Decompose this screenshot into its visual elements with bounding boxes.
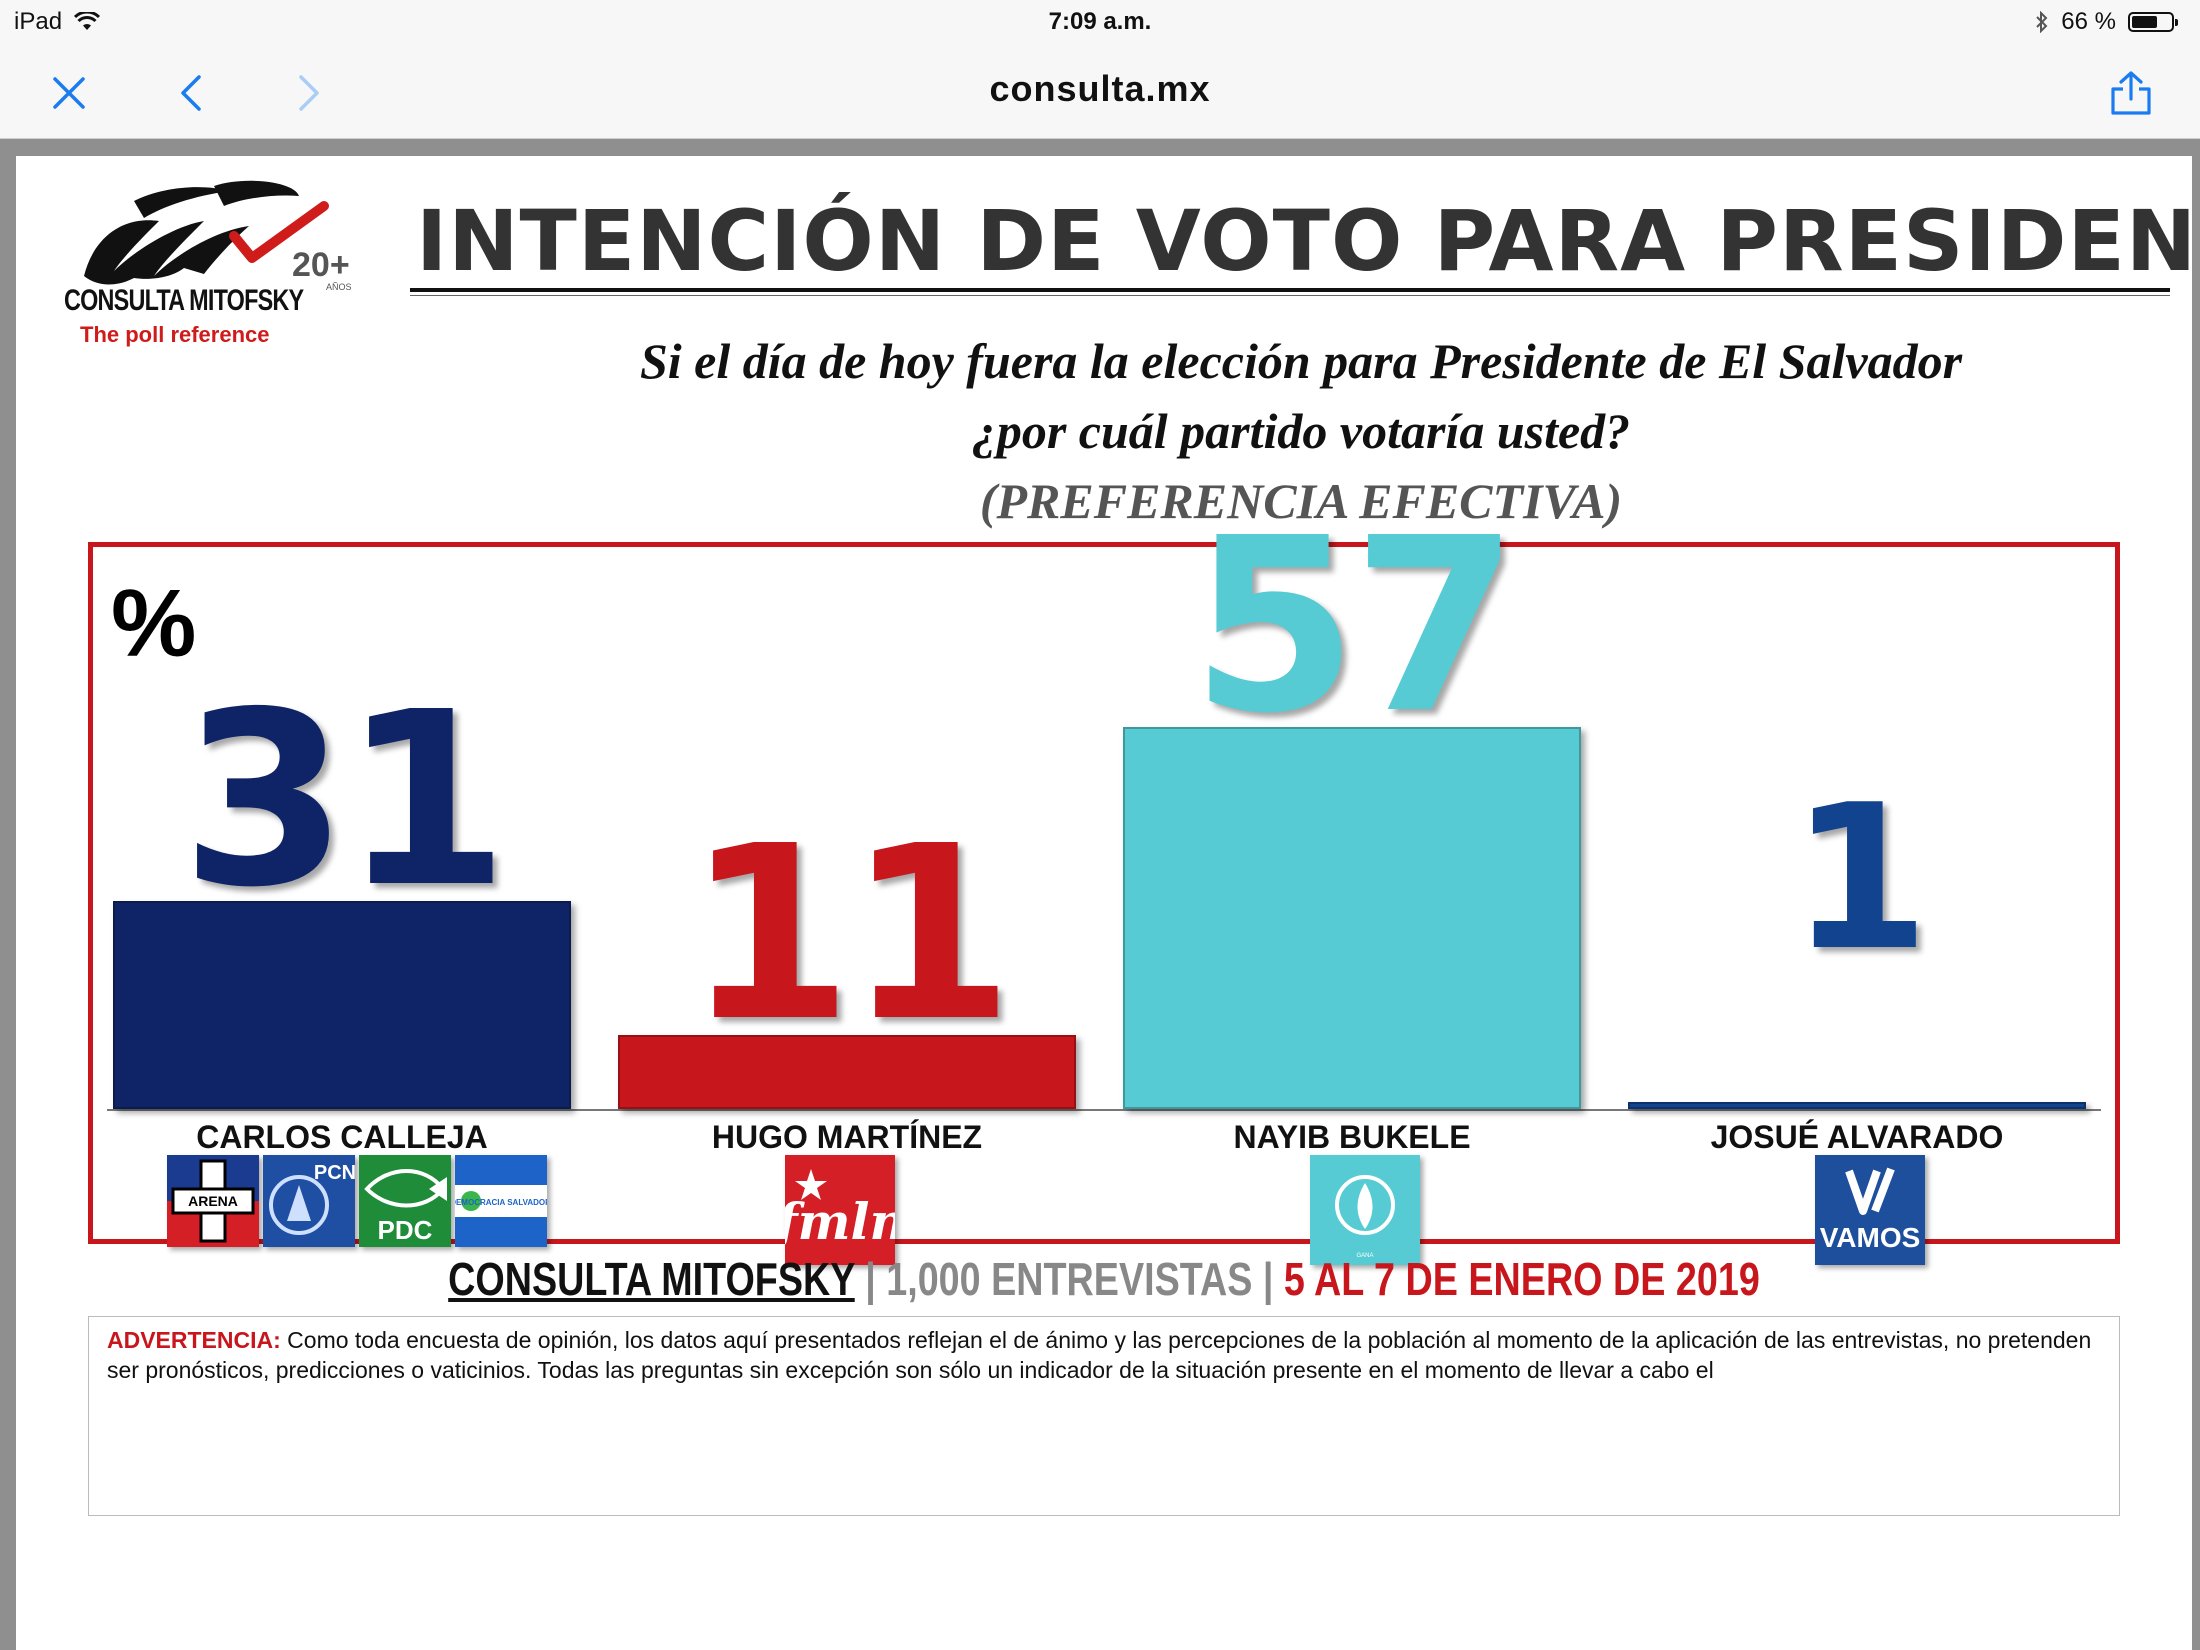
question-line-3: (PREFERENCIA EFECTIVA) (979, 473, 1623, 529)
page-title: INTENCIÓN DE VOTO PARA PRESIDENTE (416, 192, 2192, 290)
candidate-name-2: NAYIB BUKELE (1233, 1119, 1471, 1155)
chevron-left-icon (181, 75, 201, 111)
poll-infographic: 20+ AÑOS CONSULTA MITOFSKY The poll refe… (16, 156, 2192, 1650)
battery-icon (2128, 12, 2178, 32)
forward-button[interactable] (282, 66, 336, 120)
footer-org: CONSULTA MITOFSKY (448, 1253, 855, 1305)
bar-value-label-3: 1 (1790, 762, 1929, 995)
url-label[interactable]: consulta.mx (989, 68, 1211, 109)
wifi-icon (74, 12, 101, 30)
svg-text:GANA: GANA (1356, 1253, 1373, 1259)
bar-0 (113, 901, 571, 1109)
pdc-logo-icon: PDC (359, 1155, 451, 1247)
bar-3 (1628, 1102, 2086, 1109)
vamos-logo-icon: VAMOS (1815, 1155, 1925, 1265)
svg-text:VAMOS: VAMOS (1820, 1222, 1921, 1253)
title-divider (410, 288, 2170, 292)
candidate-name-3: JOSUÉ ALVARADO (1710, 1119, 2004, 1155)
question-line-1: Si el día de hoy fuera la elección para … (639, 333, 1963, 389)
pcn-logo-icon: PCN (263, 1155, 355, 1247)
device-name: iPad (14, 8, 63, 35)
svg-text:DEMOCRACIA SALVADOREÑA: DEMOCRACIA SALVADOREÑA (455, 1198, 547, 1207)
share-button[interactable] (2104, 66, 2158, 120)
bar-value-label-0: 31 (181, 660, 509, 941)
logo-badge: 20+ (292, 246, 350, 284)
logo-tagline: The poll reference (80, 322, 270, 347)
arena-logo-icon: ARENA (167, 1155, 259, 1247)
chevron-right-icon (299, 75, 319, 111)
svg-text:PCN: PCN (314, 1162, 355, 1184)
footer-date: 5 AL 7 DE ENERO DE 2019 (1283, 1253, 1760, 1305)
candidate-name-1: HUGO MARTÍNEZ (711, 1119, 983, 1155)
bar-value-label-1: 11 (686, 794, 1014, 1075)
footer-separator-2: | (1252, 1253, 1284, 1305)
share-icon (2111, 71, 2151, 115)
status-time: 7:09 a.m. (1048, 8, 1152, 35)
ds-logo-icon: DEMOCRACIA SALVADOREÑA (455, 1155, 547, 1247)
footer-interviews: 1,000 ENTREVISTAS (886, 1253, 1253, 1305)
back-button[interactable] (164, 66, 218, 120)
bar-chart: % ARENA PCN PDC DEMOCRACIA SALVA (88, 506, 2120, 1265)
mitofsky-logo-icon: 20+ AÑOS (84, 180, 352, 292)
status-bar: iPad 7:09 a.m. 66 % (0, 0, 2200, 46)
disclaimer-label: ADVERTENCIA: (107, 1327, 281, 1353)
bluetooth-icon (2036, 11, 2048, 33)
candidate-name-0: CARLOS CALLEJA (196, 1119, 488, 1155)
bar-1 (618, 1035, 1076, 1109)
bar-value-label-2: 57 (1191, 486, 1519, 767)
svg-text:PDC: PDC (378, 1215, 433, 1245)
svg-text:fmln: fmln (785, 1192, 895, 1251)
fmln-logo-icon: fmln (785, 1155, 895, 1265)
footer-separator: | (854, 1253, 887, 1305)
poll-question: Si el día de hoy fuera la elección para … (416, 326, 2186, 536)
svg-text:ARENA: ARENA (188, 1193, 238, 1209)
title-divider-thin (410, 295, 2170, 296)
status-left: iPad (14, 8, 101, 36)
battery-percent: 66 % (2061, 8, 2116, 35)
logo-badge-sub: AÑOS (326, 282, 352, 292)
footer-source: CONSULTA MITOFSKY | 1,000 ENTREVISTAS | … (212, 1252, 1996, 1306)
close-icon (53, 77, 85, 109)
y-axis-unit: % (111, 570, 197, 677)
gana-logo-icon: GANA (1310, 1155, 1420, 1265)
chart-baseline (107, 1109, 2101, 1111)
logo-name: CONSULTA MITOFSKY (64, 284, 304, 317)
close-button[interactable] (42, 66, 96, 120)
question-line-2: ¿por cuál partido votaría usted? (971, 403, 1631, 459)
disclaimer: ADVERTENCIA: Como toda encuesta de opini… (88, 1316, 2120, 1516)
status-right: 66 % (2035, 8, 2178, 36)
bar-2 (1123, 727, 1581, 1109)
browser-toolbar: consulta.mx (0, 46, 2200, 139)
disclaimer-text: Como toda encuesta de opinión, los datos… (107, 1327, 2092, 1383)
